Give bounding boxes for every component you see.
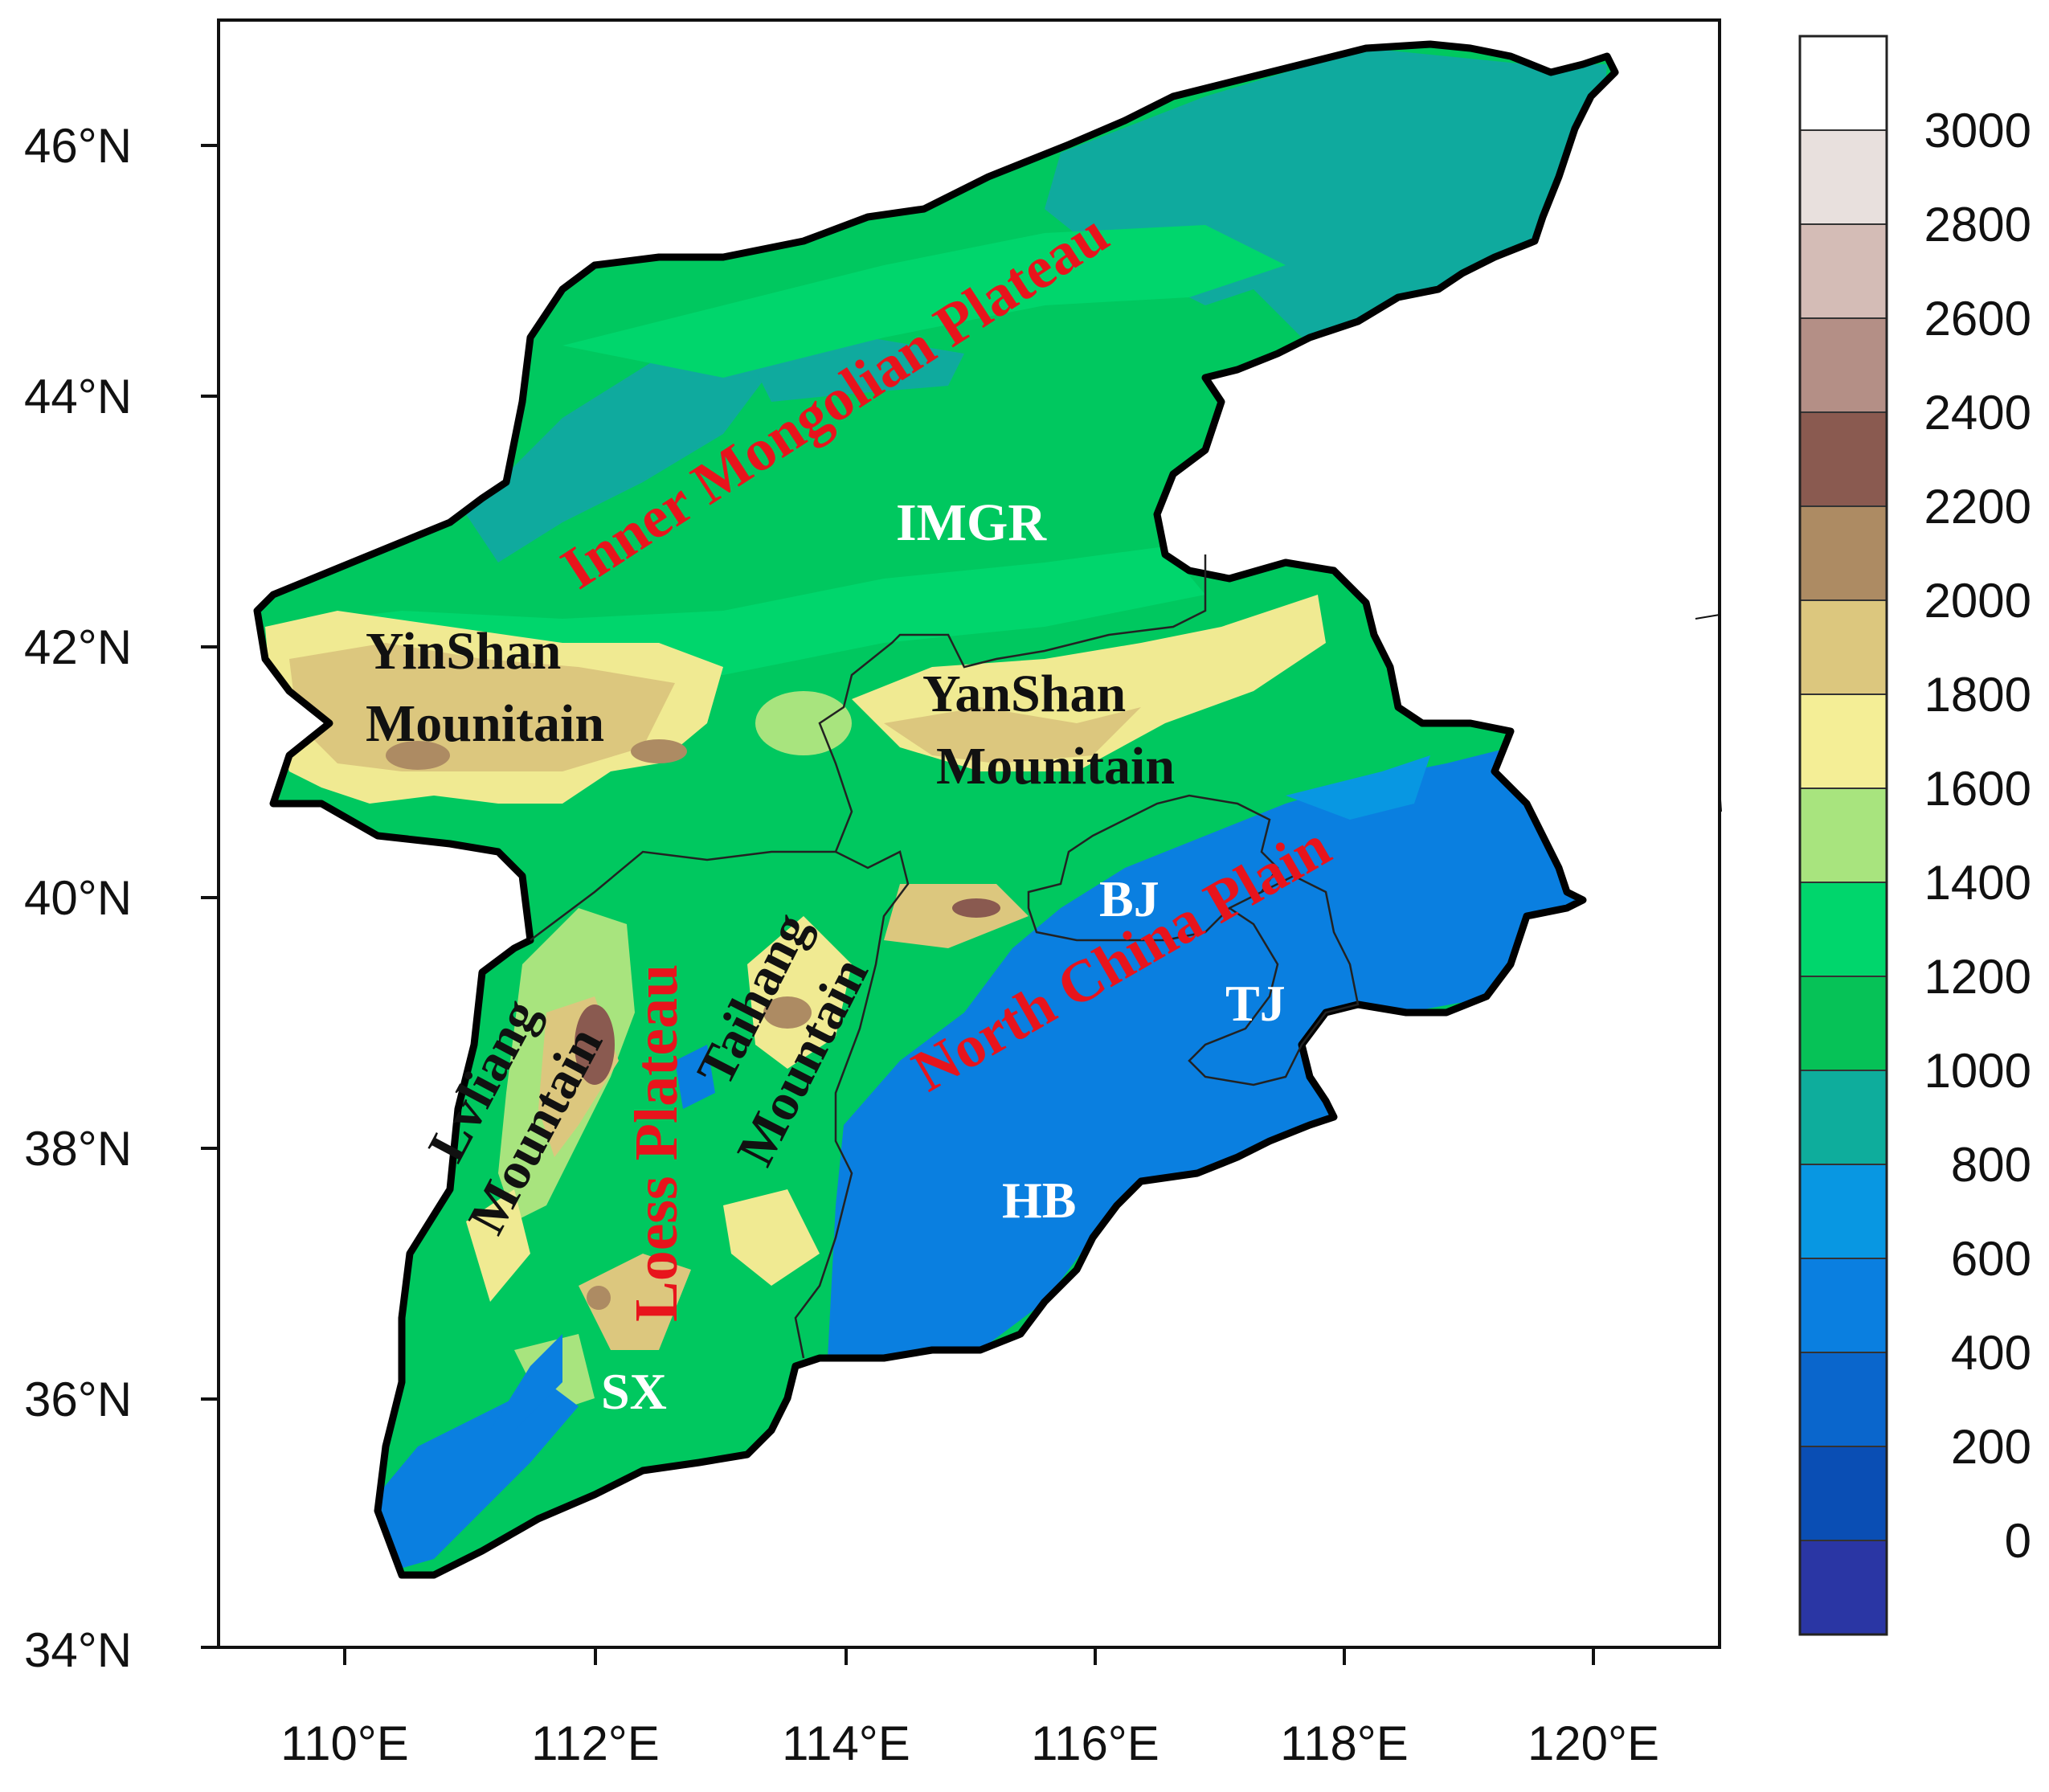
lat-label-44: 44°N [24,370,132,423]
colorbar-swatch [1799,1352,1887,1447]
lat-label-40: 40°N [24,871,132,925]
lat-label-34: 34°N [24,1623,132,1677]
axis-ticks [201,144,1595,1665]
colorbar-swatch [1799,411,1887,507]
label-bj: BJ [1099,870,1159,927]
label-imgr: IMGR [896,493,1047,552]
colorbar-label: 800 [1951,1138,2031,1192]
colorbar-label: 400 [1951,1326,2031,1380]
colorbar-swatch [1799,317,1887,413]
colorbar-swatch [1799,882,1887,977]
colorbar-swatch [1799,223,1887,319]
colorbar-swatch [1799,1258,1887,1353]
colorbar-label: 1800 [1924,668,2031,722]
label-yanshan-mountain: Mounitain [936,737,1175,796]
colorbar-swatch [1799,129,1887,225]
colorbar-label: 3000 [1924,104,2031,158]
colorbar-swatch [1799,1070,1887,1165]
lon-label-118: 118°E [1280,1716,1409,1770]
colorbar-swatch [1799,599,1887,695]
label-loess-plateau: Loess Plateau [623,964,690,1322]
colorbar-label: 0 [2005,1514,2031,1568]
colorbar-label: 2400 [1924,386,2031,440]
colorbar-label: 2000 [1924,574,2031,628]
label-tj: TJ [1225,975,1286,1032]
lat-label-36: 36°N [24,1373,132,1426]
lon-label-114: 114°E [782,1716,910,1770]
colorbar-swatch [1799,505,1887,601]
colorbar-label: 200 [1951,1420,2031,1474]
elevation-colorbar: 3000280026002400220020001800160014001200… [1798,35,2031,1636]
colorbar-swatch [1799,788,1887,883]
colorbar-label: 1600 [1924,762,2031,816]
lon-label-116: 116°E [1031,1716,1159,1770]
colorbar-swatch [1799,693,1887,789]
lat-label-42: 42°N [24,620,132,674]
label-yinshan-mountain: Mounitain [366,694,604,753]
colorbar-label: 1200 [1924,950,2031,1004]
label-sx: SX [601,1363,667,1420]
colorbar-label: 600 [1951,1232,2031,1286]
colorbar-swatch [1799,35,1887,131]
label-hb: HB [1002,1172,1076,1229]
lon-label-120: 120°E [1528,1716,1659,1770]
colorbar-frame [1798,35,1888,1636]
colorbar-swatch [1799,1540,1887,1635]
lon-label-110: 110°E [280,1716,409,1770]
lat-label-46: 46°N [24,119,132,173]
colorbar-label: 2600 [1924,292,2031,346]
province-boundaries [530,554,1360,1359]
label-yinshan: YinShan [366,622,561,681]
colorbar-label: 1000 [1924,1044,2031,1098]
lat-label-38: 38°N [24,1122,132,1176]
colorbar-swatch [1799,1164,1887,1259]
colorbar-swatch [1799,976,1887,1071]
colorbar-label: 2800 [1924,198,2031,252]
colorbar-swatch [1799,1446,1887,1541]
label-yanshan: YanShan [922,665,1126,723]
colorbar-label: 2200 [1924,480,2031,534]
lon-label-112: 112°E [531,1716,660,1770]
study-region-boundary [253,40,1619,1579]
colorbar-label: 1400 [1924,856,2031,910]
